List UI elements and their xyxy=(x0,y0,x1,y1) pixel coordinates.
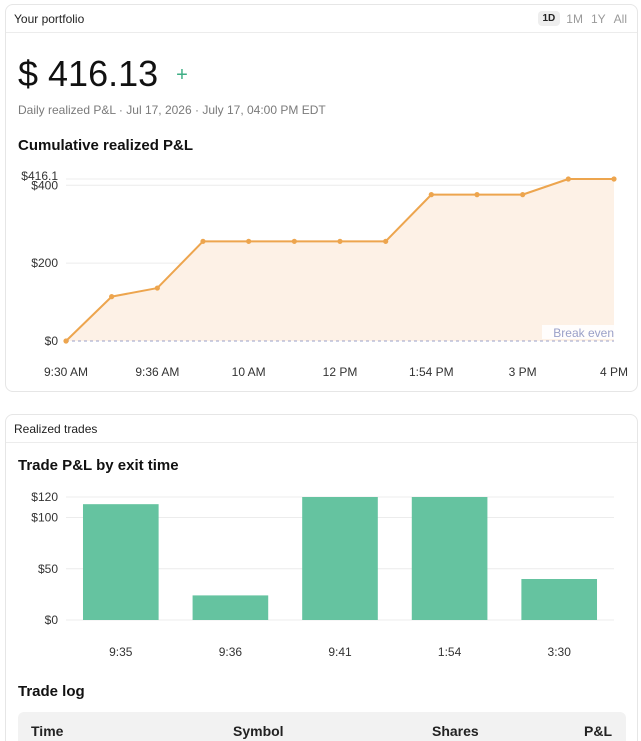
data-point xyxy=(565,176,571,182)
data-point xyxy=(474,192,480,198)
trade-log-title: Trade log xyxy=(18,683,85,700)
portfolio-value: $ 416.13 xyxy=(18,53,159,94)
x-tick-label: 9:41 xyxy=(328,645,352,659)
x-tick-label: 9:35 xyxy=(109,645,133,659)
data-point xyxy=(383,238,389,244)
portfolio-card-title: Your portfolio xyxy=(14,11,85,26)
max-value-label: $416.1 xyxy=(21,169,58,183)
bar xyxy=(192,595,269,620)
x-tick-label: 9:36 AM xyxy=(135,365,179,379)
portfolio-value-row: $ 416.13 + xyxy=(18,53,188,95)
realized-trades-title: Realized trades xyxy=(14,421,98,436)
data-point xyxy=(154,285,160,291)
range-1d-button[interactable]: 1D xyxy=(537,11,561,26)
realized-trades-card: Realized trades Trade P&L by exit time $… xyxy=(5,414,638,741)
data-point xyxy=(200,238,206,244)
area-fill xyxy=(66,179,614,341)
data-point xyxy=(520,192,526,198)
y-tick-label: $0 xyxy=(45,613,59,627)
portfolio-card-header: Your portfolio 1D 1M 1Y All xyxy=(6,5,637,33)
bar xyxy=(82,504,159,620)
realized-trades-header: Realized trades xyxy=(6,415,637,443)
x-tick-label: 1:54 xyxy=(438,645,462,659)
y-tick-label: $50 xyxy=(38,562,58,576)
y-tick-label: $120 xyxy=(31,490,58,504)
data-point xyxy=(109,294,115,300)
column-header-shares[interactable]: Shares xyxy=(432,723,479,739)
bar xyxy=(302,497,378,620)
break-even-label: Break even xyxy=(553,326,614,340)
column-header-time[interactable]: Time xyxy=(31,723,64,739)
range-1m-button[interactable]: 1M xyxy=(566,11,583,26)
data-point xyxy=(291,238,297,244)
y-tick-label: $100 xyxy=(31,511,58,525)
trade-pnl-chart-title: Trade P&L by exit time xyxy=(18,457,179,474)
data-point xyxy=(63,338,69,344)
break-even-label-bg xyxy=(542,325,614,339)
data-point xyxy=(428,192,434,198)
column-header-symbol[interactable]: Symbol xyxy=(233,723,284,739)
x-tick-label: 3 PM xyxy=(509,365,537,379)
y-tick-label: $200 xyxy=(31,256,58,270)
range-selector: 1D 1M 1Y All xyxy=(537,10,630,28)
x-tick-label: 9:36 xyxy=(219,645,243,659)
cumulative-pnl-chart: $0 $200 $400$416.1 Break even 9:30 AM 9:36 AM… xyxy=(21,169,628,379)
bar xyxy=(411,497,488,620)
x-tick-label: 9:30 AM xyxy=(44,365,88,379)
x-tick-label: 12 PM xyxy=(323,365,358,379)
portfolio-subtitle: Daily realized P&L · Jul 17, 2026 · July… xyxy=(18,103,326,117)
data-point xyxy=(611,176,617,182)
data-point xyxy=(337,238,343,244)
x-tick-label: 4 PM xyxy=(600,365,628,379)
x-tick-label: 1:54 PM xyxy=(409,365,454,379)
cumulative-chart-title: Cumulative realized P&L xyxy=(18,137,194,154)
trade-pnl-bar-chart: $0 $50 $100 $120 9:35 9:36 9:41 1:54 3:30 xyxy=(31,490,614,659)
y-tick-label: $400 xyxy=(31,178,58,192)
column-header-pnl[interactable]: P&L xyxy=(584,723,612,739)
plus-icon[interactable]: + xyxy=(176,63,188,86)
range-all-button[interactable]: All xyxy=(613,11,627,26)
range-1y-button[interactable]: 1Y xyxy=(590,11,606,26)
bar xyxy=(521,579,598,620)
y-tick-label: $0 xyxy=(45,334,59,348)
data-point xyxy=(246,238,252,244)
trade-log-table-header: Time Symbol Shares P&L xyxy=(18,712,626,741)
portfolio-card: Your portfolio 1D 1M 1Y All $ 416.13 + D… xyxy=(5,4,638,392)
x-tick-label: 10 AM xyxy=(232,365,266,379)
x-tick-label: 3:30 xyxy=(548,645,572,659)
